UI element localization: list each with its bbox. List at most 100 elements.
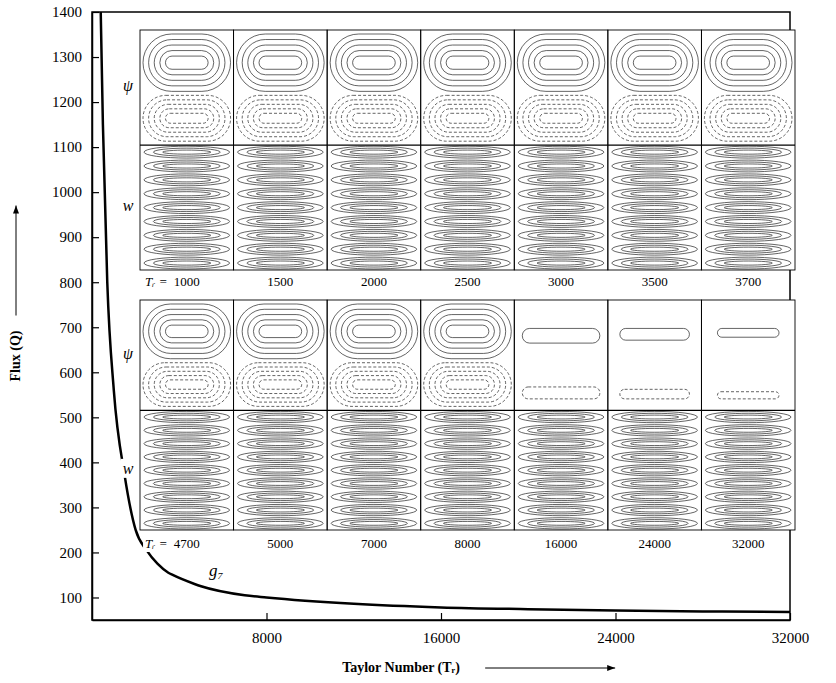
w-contour (528, 190, 595, 198)
inset-value-label: 4700 (174, 536, 200, 551)
w-contour (144, 257, 230, 269)
w-contour (537, 233, 585, 237)
w-contour (153, 217, 220, 225)
w-contour (153, 176, 220, 184)
psi-contour (242, 309, 318, 353)
w-contour (705, 425, 791, 436)
w-contour (537, 192, 585, 196)
inset-value-label: 3000 (548, 274, 574, 289)
y-tick-label: 1100 (53, 139, 82, 155)
w-contour (144, 518, 230, 529)
w-contour (715, 217, 782, 225)
inset-divider (234, 145, 328, 146)
w-contour (705, 188, 791, 200)
w-contour (425, 188, 511, 200)
inset-value-label: 8000 (455, 536, 481, 551)
w-contour (256, 455, 304, 459)
inset-prefix-label: Tᵣ = (145, 536, 167, 551)
w-contour (238, 174, 324, 186)
x-tick-label: 8000 (252, 630, 282, 646)
w-contour (518, 216, 604, 228)
y-tick-mark (92, 237, 99, 238)
w-contour (425, 174, 511, 186)
psi-contour (534, 109, 588, 128)
psi-contour (237, 363, 325, 407)
psi-contour (424, 95, 512, 141)
y-tick-mark (92, 462, 99, 463)
w-contour (341, 148, 408, 156)
inset-divider (421, 145, 515, 146)
w-contour (247, 176, 314, 184)
w-contour (247, 413, 314, 421)
psi-contour (628, 51, 682, 75)
w-contour (443, 164, 491, 168)
w-contour (256, 495, 304, 499)
y-tick-mark (92, 102, 99, 103)
w-contour (715, 520, 782, 528)
psi-contour (248, 45, 313, 80)
w-contour (350, 192, 398, 196)
psi-contour (353, 56, 396, 69)
w-contour (518, 174, 604, 186)
x-axis: 8000160002400032000 (93, 613, 810, 646)
w-contour (715, 427, 782, 435)
w-contour (341, 493, 408, 501)
psi-contour (446, 56, 489, 69)
y-tick-mark (92, 282, 99, 283)
w-contour (256, 482, 304, 486)
psi-contour (242, 367, 318, 402)
w-contour (153, 413, 220, 421)
w-contour (518, 465, 604, 476)
w-contour (425, 160, 511, 172)
w-contour (247, 506, 314, 514)
w-contour (144, 478, 230, 489)
y-tick-mark (92, 597, 99, 598)
w-contour (612, 257, 698, 269)
w-contour (425, 438, 511, 449)
w-contour (537, 442, 585, 446)
w-contour (528, 493, 595, 501)
w-contour (425, 465, 511, 476)
w-contour (434, 493, 501, 501)
w-contour (631, 455, 679, 459)
w-contour (350, 455, 398, 459)
w-contour (528, 480, 595, 488)
label-patch (121, 76, 136, 96)
inset-frame (701, 30, 795, 270)
w-contour (715, 231, 782, 239)
w-contour (341, 217, 408, 225)
w-contour (631, 468, 679, 472)
w-contour (425, 146, 511, 158)
psi-contour (330, 363, 418, 407)
w-contour (705, 174, 791, 186)
w-contour (443, 455, 491, 459)
psi-contour (336, 100, 412, 137)
w-contour (724, 495, 772, 499)
w-contour (705, 438, 791, 449)
w-contour (705, 478, 791, 489)
psi-contour (160, 320, 214, 343)
w-contour (434, 413, 501, 421)
w-contour (631, 428, 679, 432)
psi-contour (710, 100, 786, 137)
inset-divider (140, 410, 234, 411)
w-contour (163, 508, 211, 512)
w-contour (341, 259, 408, 267)
w-contour (518, 518, 604, 529)
inset-frame (234, 30, 328, 270)
psi-contour (353, 113, 396, 123)
w-contour (256, 233, 304, 237)
inset-panel (514, 300, 608, 530)
inset-panel (234, 300, 328, 530)
y-tick-mark (92, 327, 99, 328)
w-contour (705, 243, 791, 255)
w-contour (621, 480, 688, 488)
y-tick-label: 100 (60, 590, 83, 606)
inset-divider (608, 410, 702, 411)
w-contour (705, 160, 791, 172)
x-tick-label: 16000 (423, 630, 461, 646)
w-contour (631, 192, 679, 196)
w-contour (528, 176, 595, 184)
w-contour (256, 508, 304, 512)
psi-contour (237, 304, 325, 359)
